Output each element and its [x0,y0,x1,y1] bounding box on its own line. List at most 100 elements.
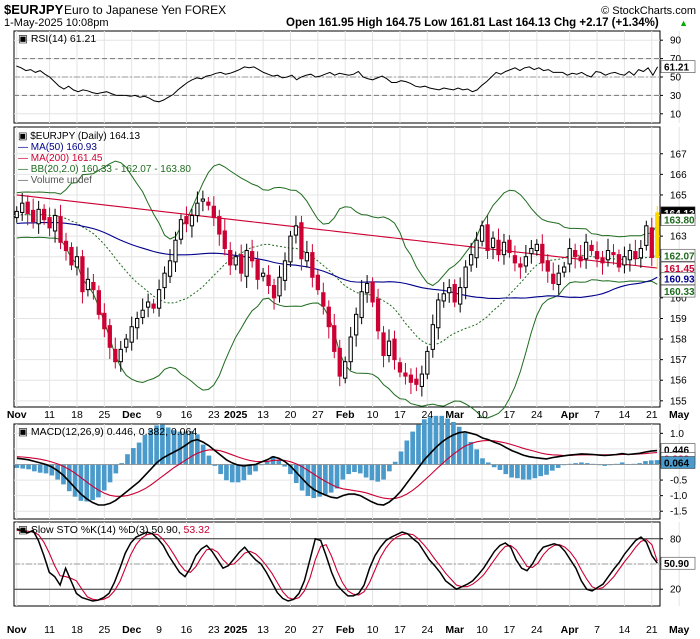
macd-histogram-bar [194,434,200,465]
x-tick-label: 23 [208,624,220,636]
macd-histogram-bar [381,464,386,480]
rsi-panel: 10 30 50 70 90 ▣ RSI(14) 61.21 61.21 [13,30,696,124]
x-tick-label: 18 [71,409,83,421]
candle-body [397,362,403,373]
candle-body [501,241,507,256]
macd-histogram-bar [532,464,538,479]
macd-histogram-bar [264,461,270,465]
x-tick-label: 17 [394,409,406,421]
candle-body [611,252,616,256]
candle-body [250,251,255,262]
x-tick-label: 13 [257,624,269,636]
macd-histogram-bar [165,427,171,465]
price-value-tag [660,213,696,226]
macd-histogram-bar [235,464,241,483]
macd-histogram-bar [288,464,293,475]
macd-histogram-bar [538,464,544,477]
candle-body [145,301,151,308]
macd-histogram-bar [579,462,584,465]
x-tick-label: 17 [504,624,516,636]
candle-body [299,222,304,260]
candle-body [288,235,293,263]
macd-histogram-bar [200,444,206,465]
x-tick-label: 20 [285,624,297,636]
candle-body [332,325,337,352]
candle-body [85,278,91,291]
candle-body [343,361,348,379]
stochastic-legend: ▣ Slow STO %K(14) %D(3) 50.90, 53.32 [18,524,210,536]
candle-body [474,239,479,259]
candle-body [293,225,299,236]
candle-body [69,246,74,266]
x-tick-label: 7 [594,624,600,636]
x-tick-label: Dec [122,409,141,421]
x-tick-label: 2025 [224,409,248,421]
macd-histogram-bar [293,464,299,483]
x-tick-label: 17 [394,624,406,636]
candle-body [189,215,195,227]
candle-body [80,256,85,293]
macd-value-tag-text: 0.446 [664,446,689,457]
candle-body [25,201,30,214]
candle-body [605,250,611,261]
x-tick-label: 14 [619,624,631,636]
rsi-legend: ▣ RSI(14) 61.21 [18,33,96,45]
candle-body [458,287,463,305]
macd-panel: -1.5-1.0-0.50.00.51.0▣ MACD(12,26,9) 0.4… [13,415,696,520]
candle-body [479,225,485,242]
candle-body [644,225,649,246]
y-tick-label: 50 [670,73,682,84]
macd-histogram-bar [520,464,526,480]
macd-histogram-bar [509,464,514,478]
x-tick-label: Feb [336,624,355,636]
candle-body [354,313,359,336]
macd-histogram-bar [637,463,642,465]
candle-body [239,254,244,274]
candle-body [266,274,271,287]
bollinger-upper-band [16,160,658,287]
macd-histogram-bar [334,464,340,489]
rsi-last-value-tag-text: 61.21 [664,63,689,74]
price-legend-entry: — MA(200) 161.45 [18,153,103,164]
macd-signal-line [16,439,658,500]
chart-ohlc-summary: Open 161.95 High 164.75 Low 161.81 Last … [286,17,659,29]
candle-body [135,317,140,329]
x-tick-label: 14 [619,409,631,421]
y-tick-label: 159 [670,314,687,325]
x-tick-label: 11 [44,409,55,421]
candle-body [556,272,561,286]
candle-body [91,281,96,291]
candle-body [211,205,216,219]
candle-body [222,230,227,249]
macd-histogram-bar [224,464,229,481]
macd-histogram-bar [375,464,381,482]
candle-body [348,336,353,363]
candle-body [359,291,364,318]
x-tick-label: Dec [122,624,141,636]
x-tick-label: 24 [531,624,543,636]
candle-body [74,256,80,268]
macd-histogram-bar [387,464,392,472]
x-tick-label: Feb [336,409,355,421]
macd-histogram-bar [619,462,625,465]
candle-body [255,259,260,280]
macd-histogram-bar [550,464,555,471]
macd-line [16,430,658,506]
candle-body [113,348,118,363]
candle-body [96,290,101,315]
candle-body [58,216,63,243]
macd-histogram-bar [119,463,124,465]
candle-body [430,324,435,350]
x-tick-label: 10 [476,409,488,421]
macd-histogram-bar [398,451,404,465]
macd-histogram-bar [125,454,130,465]
price-value-tag-text: 161.45 [664,264,695,275]
macd-histogram-bar [107,464,113,483]
candle-body [162,272,167,289]
x-tick-label: Mar [445,624,464,636]
macd-histogram-bar [253,464,258,472]
candle-body [31,209,36,223]
candle-body [540,243,545,264]
macd-histogram-bar [497,464,503,470]
